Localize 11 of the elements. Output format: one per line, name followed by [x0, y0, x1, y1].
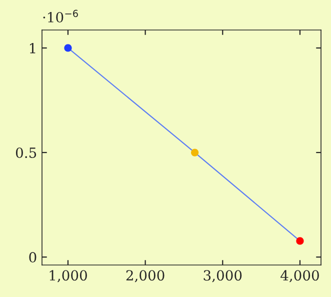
point [296, 237, 304, 245]
x-tick-label: 3,000 [204, 270, 242, 282]
y-tick-label: 0.5 [16, 147, 36, 158]
x-tick-label: 1,000 [50, 270, 87, 282]
x-tick-label: 2,000 [126, 270, 164, 282]
point [190, 148, 199, 156]
point [64, 44, 72, 52]
text: ·10$^{−6}$ [43, 10, 78, 23]
y-tick-label: 0 [29, 252, 36, 263]
x-tick-label: 4,000 [280, 270, 319, 282]
y-tick-label: 1 [30, 42, 36, 54]
